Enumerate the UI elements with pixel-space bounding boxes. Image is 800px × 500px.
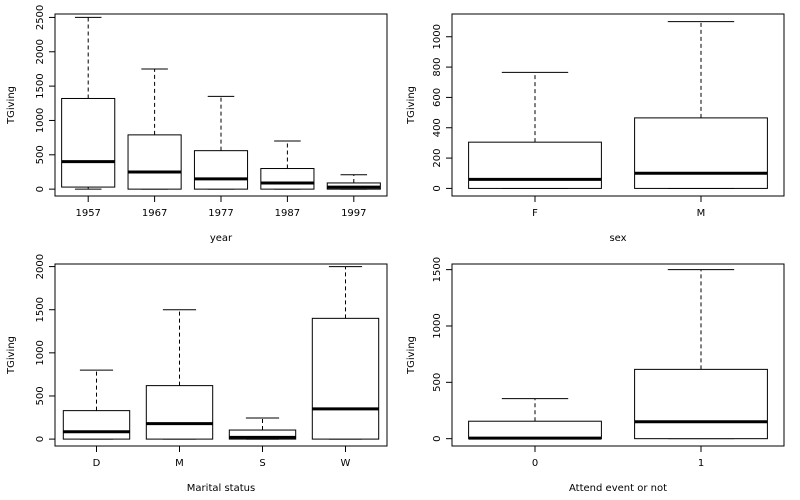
x-tick-label: 1997 [341,208,366,219]
panel-4: 0 500 1000 1500 TGiving 0 1 Attend event or not [406,257,785,494]
y-tick-label: 1500 [432,257,443,282]
y-tick-label: 2000 [35,39,46,64]
iqr-box [127,134,182,190]
box-1 [634,269,768,440]
iqr-box [260,168,315,190]
iqr-box [634,117,768,189]
box-1957 [61,16,116,190]
y-tick-label: 1500 [35,297,46,322]
x-tick-label: 1957 [75,208,100,219]
y-tick-label: 600 [432,88,443,107]
y-axis-label: TGiving [6,336,17,375]
box-M [634,21,768,189]
iqr-box [468,420,602,440]
x-tick-label: 1987 [275,208,300,219]
box-W [311,266,380,440]
iqr-box [634,368,768,440]
y-tick-label: 200 [432,149,443,168]
y-tick-label: 500 [35,145,46,164]
iqr-box [468,141,602,189]
box-1967 [127,68,182,190]
y-axis-label: TGiving [406,336,417,375]
x-tick-label: 1967 [142,208,167,219]
x-tick-label: 1977 [208,208,233,219]
x-tick-label: 1 [698,458,704,469]
box-1987 [260,140,315,190]
x-tick-label: F [532,208,538,219]
y-tick-label: 0 [35,186,46,192]
y-axis-label: TGiving [406,86,417,125]
box-D [62,369,131,440]
x-tick-label: D [93,458,101,469]
y-tick-label: 0 [432,185,443,191]
box-1977 [193,95,249,190]
iqr-box [61,97,116,188]
iqr-box [62,410,131,440]
y-tick-label: 400 [432,118,443,137]
y-tick-label: 500 [432,373,443,392]
iqr-box [193,150,249,190]
y-tick-label: 1500 [35,73,46,98]
x-axis-label: sex [609,233,626,244]
box-0 [468,398,602,440]
x-tick-label: M [175,458,184,469]
x-axis-label: Attend event or not [569,483,667,494]
y-tick-label: 0 [432,435,443,441]
y-tick-label: 1000 [432,313,443,338]
box-S [228,417,297,440]
y-tick-label: 800 [432,58,443,77]
y-tick-label: 1000 [35,108,46,133]
y-tick-label: 2500 [35,5,46,30]
y-axis-label: TGiving [6,86,17,125]
iqr-box [228,429,297,440]
box-1997 [326,174,381,190]
x-tick-label: 0 [532,458,538,469]
iqr-box [311,317,380,440]
panel-3: 0 500 1000 1500 2000 TGiving D M S W Marital statu… [6,254,388,494]
box-F [468,71,602,189]
box-M [145,309,214,440]
x-tick-label: M [697,208,706,219]
panel-1: 0 500 1000 1500 2000 2500 TGiving 1957 1967 1977 1… [6,5,388,244]
x-axis-label: year [210,233,233,244]
y-tick-label: 1000 [35,340,46,365]
y-tick-label: 0 [35,436,46,442]
iqr-box [145,385,214,440]
x-tick-label: W [341,458,351,469]
y-tick-label: 1000 [432,24,443,49]
x-axis-label: Marital status [187,483,255,494]
y-tick-label: 2000 [35,254,46,279]
x-tick-label: S [259,458,265,469]
y-tick-label: 500 [35,386,46,405]
